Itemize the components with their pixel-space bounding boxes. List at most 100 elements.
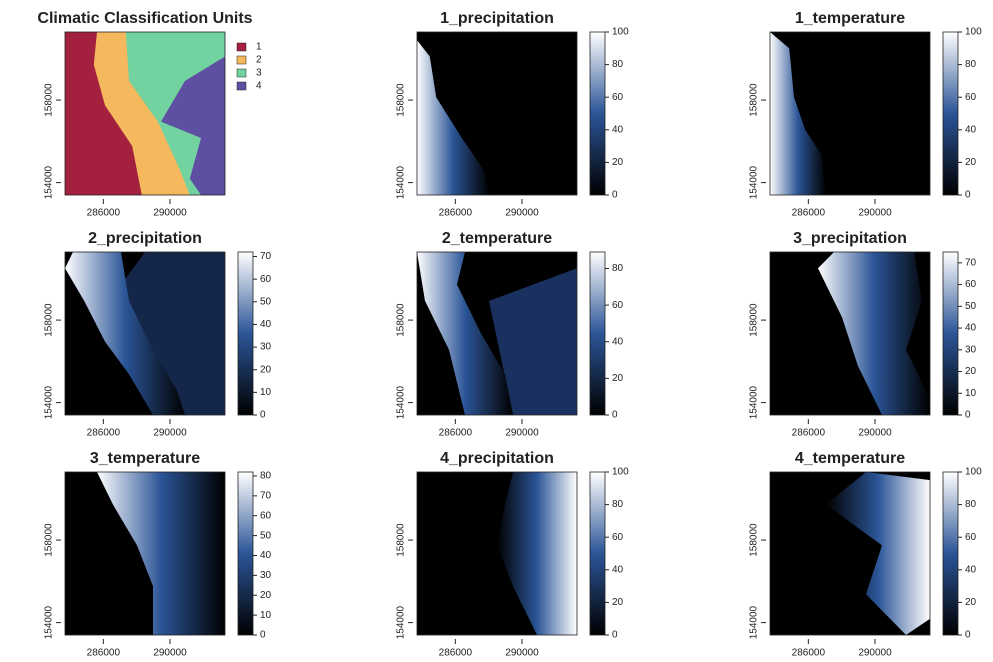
colorbar-tick-label: 60 [965,279,977,290]
y-tick-label: 154000 [749,386,760,420]
colorbar-tick-label: 60 [965,92,977,103]
colorbar-tick-label: 80 [612,263,624,274]
y-tick-label: 154000 [44,166,55,200]
colorbar [943,472,958,635]
legend-swatch [237,82,246,90]
colorbar-tick-label: 60 [612,92,624,103]
colorbar-tick-label: 60 [965,532,977,543]
colorbar-tick-label: 70 [965,258,977,269]
y-tick-label: 154000 [396,606,407,640]
y-tick-label: 158000 [749,83,760,117]
colorbar-tick-label: 80 [612,499,624,510]
colorbar-tick-label: 0 [612,410,618,421]
colorbar-tick-label: 50 [260,530,272,541]
colorbar [238,252,253,415]
colorbar-tick-label: 20 [965,157,977,168]
y-tick-label: 158000 [396,523,407,557]
legend-label: 3 [256,68,262,79]
legend-swatch [237,56,246,64]
x-tick-label: 290000 [505,648,539,659]
panel-title: 3_precipitation [793,230,907,247]
colorbar-tick-label: 30 [260,342,272,353]
y-tick-label: 158000 [44,523,55,557]
colorbar-tick-label: 60 [612,300,624,311]
y-tick-label: 158000 [749,523,760,557]
x-tick-label: 286000 [792,208,826,219]
y-tick-label: 154000 [749,606,760,640]
colorbar-tick-label: 80 [612,59,624,70]
x-tick-label: 290000 [505,208,539,219]
colorbar-tick-label: 10 [965,388,977,399]
colorbar [238,472,253,635]
panel-title: 2_temperature [442,230,552,247]
x-tick-label: 286000 [439,648,473,659]
panel: 4_temperature020406080100286000290000154… [749,450,982,658]
colorbar-tick-label: 20 [965,366,977,377]
colorbar-tick-label: 0 [965,410,971,421]
colorbar [590,252,605,415]
figure: Climatic Classification Units12342860002… [0,0,993,662]
colorbar-tick-label: 40 [965,124,977,135]
legend-label: 4 [256,81,262,92]
colorbar-tick-label: 70 [260,251,272,262]
colorbar-tick-label: 0 [260,410,266,421]
colorbar-tick-label: 10 [260,387,272,398]
panel: 2_precipitation0102030405060702860002900… [44,230,272,438]
colorbar-tick-label: 30 [260,570,272,581]
y-tick-label: 154000 [44,386,55,420]
colorbar-tick-label: 40 [965,564,977,575]
y-tick-label: 154000 [396,166,407,200]
x-tick-label: 286000 [87,428,121,439]
panel-title: 1_precipitation [440,10,554,27]
colorbar-tick-label: 40 [612,564,624,575]
colorbar-tick-label: 40 [612,124,624,135]
colorbar-tick-label: 0 [612,190,618,201]
y-tick-label: 158000 [44,303,55,337]
colorbar-tick-label: 40 [260,550,272,561]
colorbar-tick-label: 0 [965,190,971,201]
y-tick-label: 154000 [396,386,407,420]
colorbar-tick-label: 40 [612,336,624,347]
colorbar-tick-label: 20 [260,590,272,601]
colorbar-tick-label: 20 [612,373,624,384]
colorbar-tick-label: 100 [612,467,629,478]
panel-title: 4_temperature [795,450,905,467]
colorbar-tick-label: 100 [965,27,982,38]
x-tick-label: 290000 [858,648,892,659]
colorbar-tick-label: 80 [965,59,977,70]
colorbar [943,32,958,195]
y-tick-label: 158000 [396,303,407,337]
x-tick-label: 290000 [858,208,892,219]
legend-swatch [237,43,246,51]
x-tick-label: 286000 [792,648,826,659]
legend-label: 2 [256,55,262,66]
x-tick-label: 286000 [792,428,826,439]
legend-label: 1 [256,42,262,53]
colorbar-tick-label: 10 [260,610,272,621]
colorbar-tick-label: 60 [612,532,624,543]
x-tick-label: 286000 [439,208,473,219]
colorbar [943,252,958,415]
x-tick-label: 290000 [153,428,187,439]
panel: 2_temperature020406080286000290000154000… [396,230,624,438]
x-tick-label: 286000 [87,208,121,219]
x-tick-label: 286000 [87,648,121,659]
y-tick-label: 158000 [749,303,760,337]
colorbar [590,32,605,195]
colorbar-tick-label: 40 [965,323,977,334]
colorbar-tick-label: 20 [965,597,977,608]
panel-title: 2_precipitation [88,230,202,247]
x-tick-label: 290000 [505,428,539,439]
colorbar-tick-label: 60 [260,510,272,521]
colorbar-tick-label: 20 [612,597,624,608]
colorbar-tick-label: 50 [965,301,977,312]
y-tick-label: 154000 [44,606,55,640]
colorbar-tick-label: 70 [260,490,272,501]
colorbar-tick-label: 80 [260,471,272,482]
legend-swatch [237,69,246,77]
